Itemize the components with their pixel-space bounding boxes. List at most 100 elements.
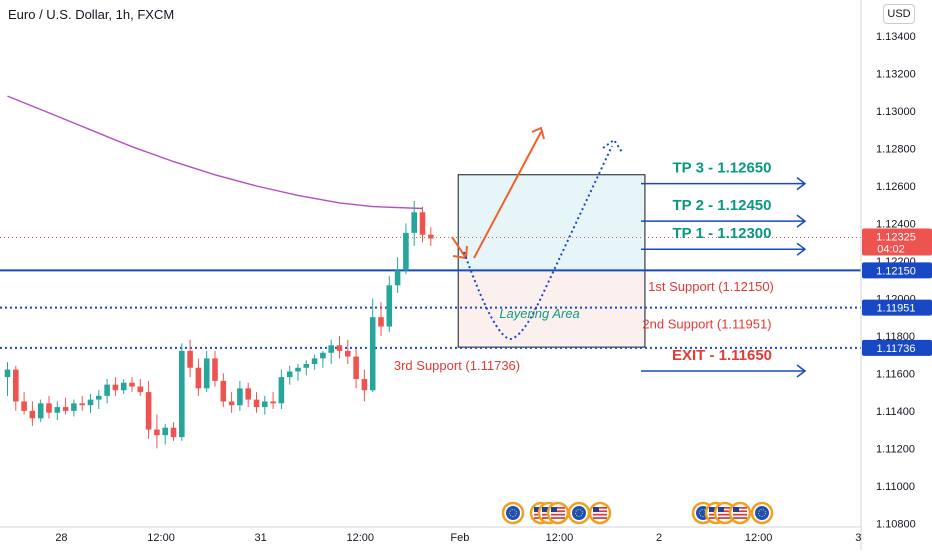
price-tick-label: 1.13400 [876,31,916,43]
candle-body[interactable] [328,345,334,353]
candle-body[interactable] [419,212,426,235]
candle-body[interactable] [62,407,69,411]
us-flag-stripe [551,507,565,509]
candle-body[interactable] [303,364,310,368]
us-event-icon[interactable] [728,501,752,525]
candle-body[interactable] [212,358,218,381]
candle-body[interactable] [179,350,185,438]
layering-zone-box[interactable] [457,269,646,348]
take-profit-label: TP 2 - 1.12450 [673,197,772,214]
us-flag-stripe [718,517,732,519]
currency-button[interactable]: USD [883,4,915,24]
us-flag-stripe [551,517,565,519]
candle-body[interactable] [170,427,177,438]
candle-body[interactable] [378,317,384,327]
projection-up-arrow[interactable] [473,131,542,259]
candle-body[interactable] [336,345,343,351]
candle-body[interactable] [203,358,210,389]
candle-body[interactable] [96,395,102,400]
candle-body[interactable] [4,369,11,378]
price-tick-label: 1.11400 [876,406,915,418]
candle-body[interactable] [295,367,301,372]
candle-body[interactable] [71,403,77,411]
us-flag-stripe [718,513,732,516]
support-price-tag-label: 1.11951 [877,303,916,315]
us-flag-stripe [718,507,732,509]
candle-body[interactable] [120,382,127,391]
candle-body[interactable] [29,410,36,419]
us-flag-canton [534,507,540,512]
price-tick-label: 1.11000 [876,481,915,493]
candle-body[interactable] [137,386,144,393]
time-tick-label: Feb [450,532,469,544]
candle-body[interactable] [411,212,417,233]
time-tick-label: 12:00 [346,532,374,544]
candle-body[interactable] [195,367,202,389]
candle-body[interactable] [154,429,160,436]
candle-body[interactable] [46,403,52,413]
candle-body[interactable] [220,380,227,402]
support-price-tag [862,299,932,316]
us-flag-canton [709,507,715,512]
candle-body[interactable] [13,369,19,402]
us-event-icon[interactable] [546,501,570,525]
candle-body[interactable] [369,317,376,391]
candle-body[interactable] [228,401,235,406]
candle-body[interactable] [345,350,351,357]
candle-body[interactable] [79,403,85,406]
candle-body[interactable] [54,407,61,413]
candle-body[interactable] [129,382,135,387]
target-arrowhead [796,177,807,191]
eu-event-icon[interactable] [567,501,591,525]
candle-body[interactable] [145,392,152,430]
candle-body[interactable] [112,384,119,391]
candle-body[interactable] [386,285,393,327]
moving-average-line[interactable] [7,95,423,210]
candle-body[interactable] [320,352,326,359]
candle-body[interactable] [237,388,243,406]
eu-event-icon[interactable] [501,501,525,525]
take-profit-label: TP 3 - 1.12650 [673,160,772,177]
eu-flag-fill [506,506,520,520]
candle-body[interactable] [253,399,260,408]
price-tick-label: 1.11600 [876,368,915,380]
target-arrowhead [796,242,807,256]
us-flag-stripe [593,517,607,519]
candle-body[interactable] [361,378,368,391]
support-price-tag [862,339,932,356]
eu-stars [509,509,517,517]
us-event-icon[interactable] [588,501,612,525]
candle-body[interactable] [278,377,285,404]
candle-body[interactable] [21,401,27,411]
support-price-tag-label: 1.12150 [876,265,916,277]
last-price-timer: 04:02 [877,244,905,256]
candle-body[interactable] [187,350,193,368]
candle-body[interactable] [428,234,434,239]
us-flag-canton [733,507,739,512]
candle-body[interactable] [104,384,110,396]
us-flag-stripe [733,513,747,516]
candle-body[interactable] [403,232,409,271]
event-icon-ring [546,501,570,525]
candle-body[interactable] [286,371,293,378]
projection-dotted-path[interactable] [463,145,613,341]
candle-body[interactable] [87,399,94,406]
profit-zone-box[interactable] [457,174,646,271]
candle-body[interactable] [394,270,401,286]
candle-body[interactable] [245,388,251,400]
chart-title: Euro / U.S. Dollar, 1h, FXCM [8,7,175,22]
time-tick-label: 31 [255,532,267,544]
candle-body[interactable] [262,401,268,408]
candle-body[interactable] [162,427,168,436]
candle-body[interactable] [353,356,359,379]
support-text-label: 2nd Support (1.11951) [642,317,771,332]
price-tick-label: 1.13000 [876,106,916,118]
eu-event-icon[interactable] [750,501,774,525]
candle-body[interactable] [37,403,44,419]
exit-label: EXIT - 1.11650 [672,347,772,364]
candle-body[interactable] [311,358,318,364]
time-tick-label: 12:00 [546,532,574,544]
candle-body[interactable] [270,401,276,404]
